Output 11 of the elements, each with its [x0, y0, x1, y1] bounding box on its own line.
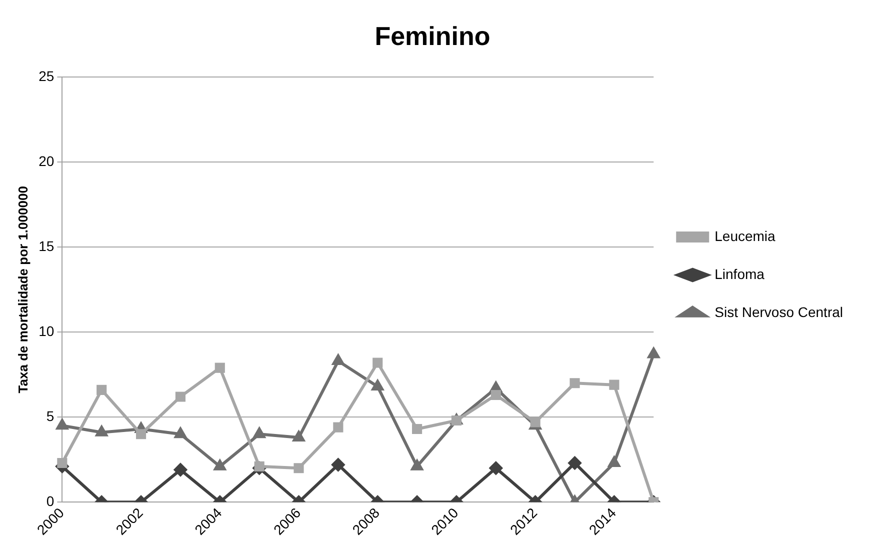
legend-label: Leucemia [714, 228, 776, 244]
y-tick-label: 5 [46, 408, 54, 424]
y-tick-label: 15 [38, 238, 54, 254]
y-tick-label: 10 [38, 323, 54, 339]
y-tick-label: 20 [38, 153, 54, 170]
legend-label: Sist Nervoso Central [714, 304, 844, 320]
y-tick-label: 25 [38, 68, 54, 84]
y-tick-label: 0 [46, 492, 54, 509]
legend-label: Linfoma [714, 266, 765, 282]
y-axis-title: Taxa de mortalidade por 1.000000 [15, 186, 30, 394]
chart-title: Feminino [374, 20, 490, 51]
